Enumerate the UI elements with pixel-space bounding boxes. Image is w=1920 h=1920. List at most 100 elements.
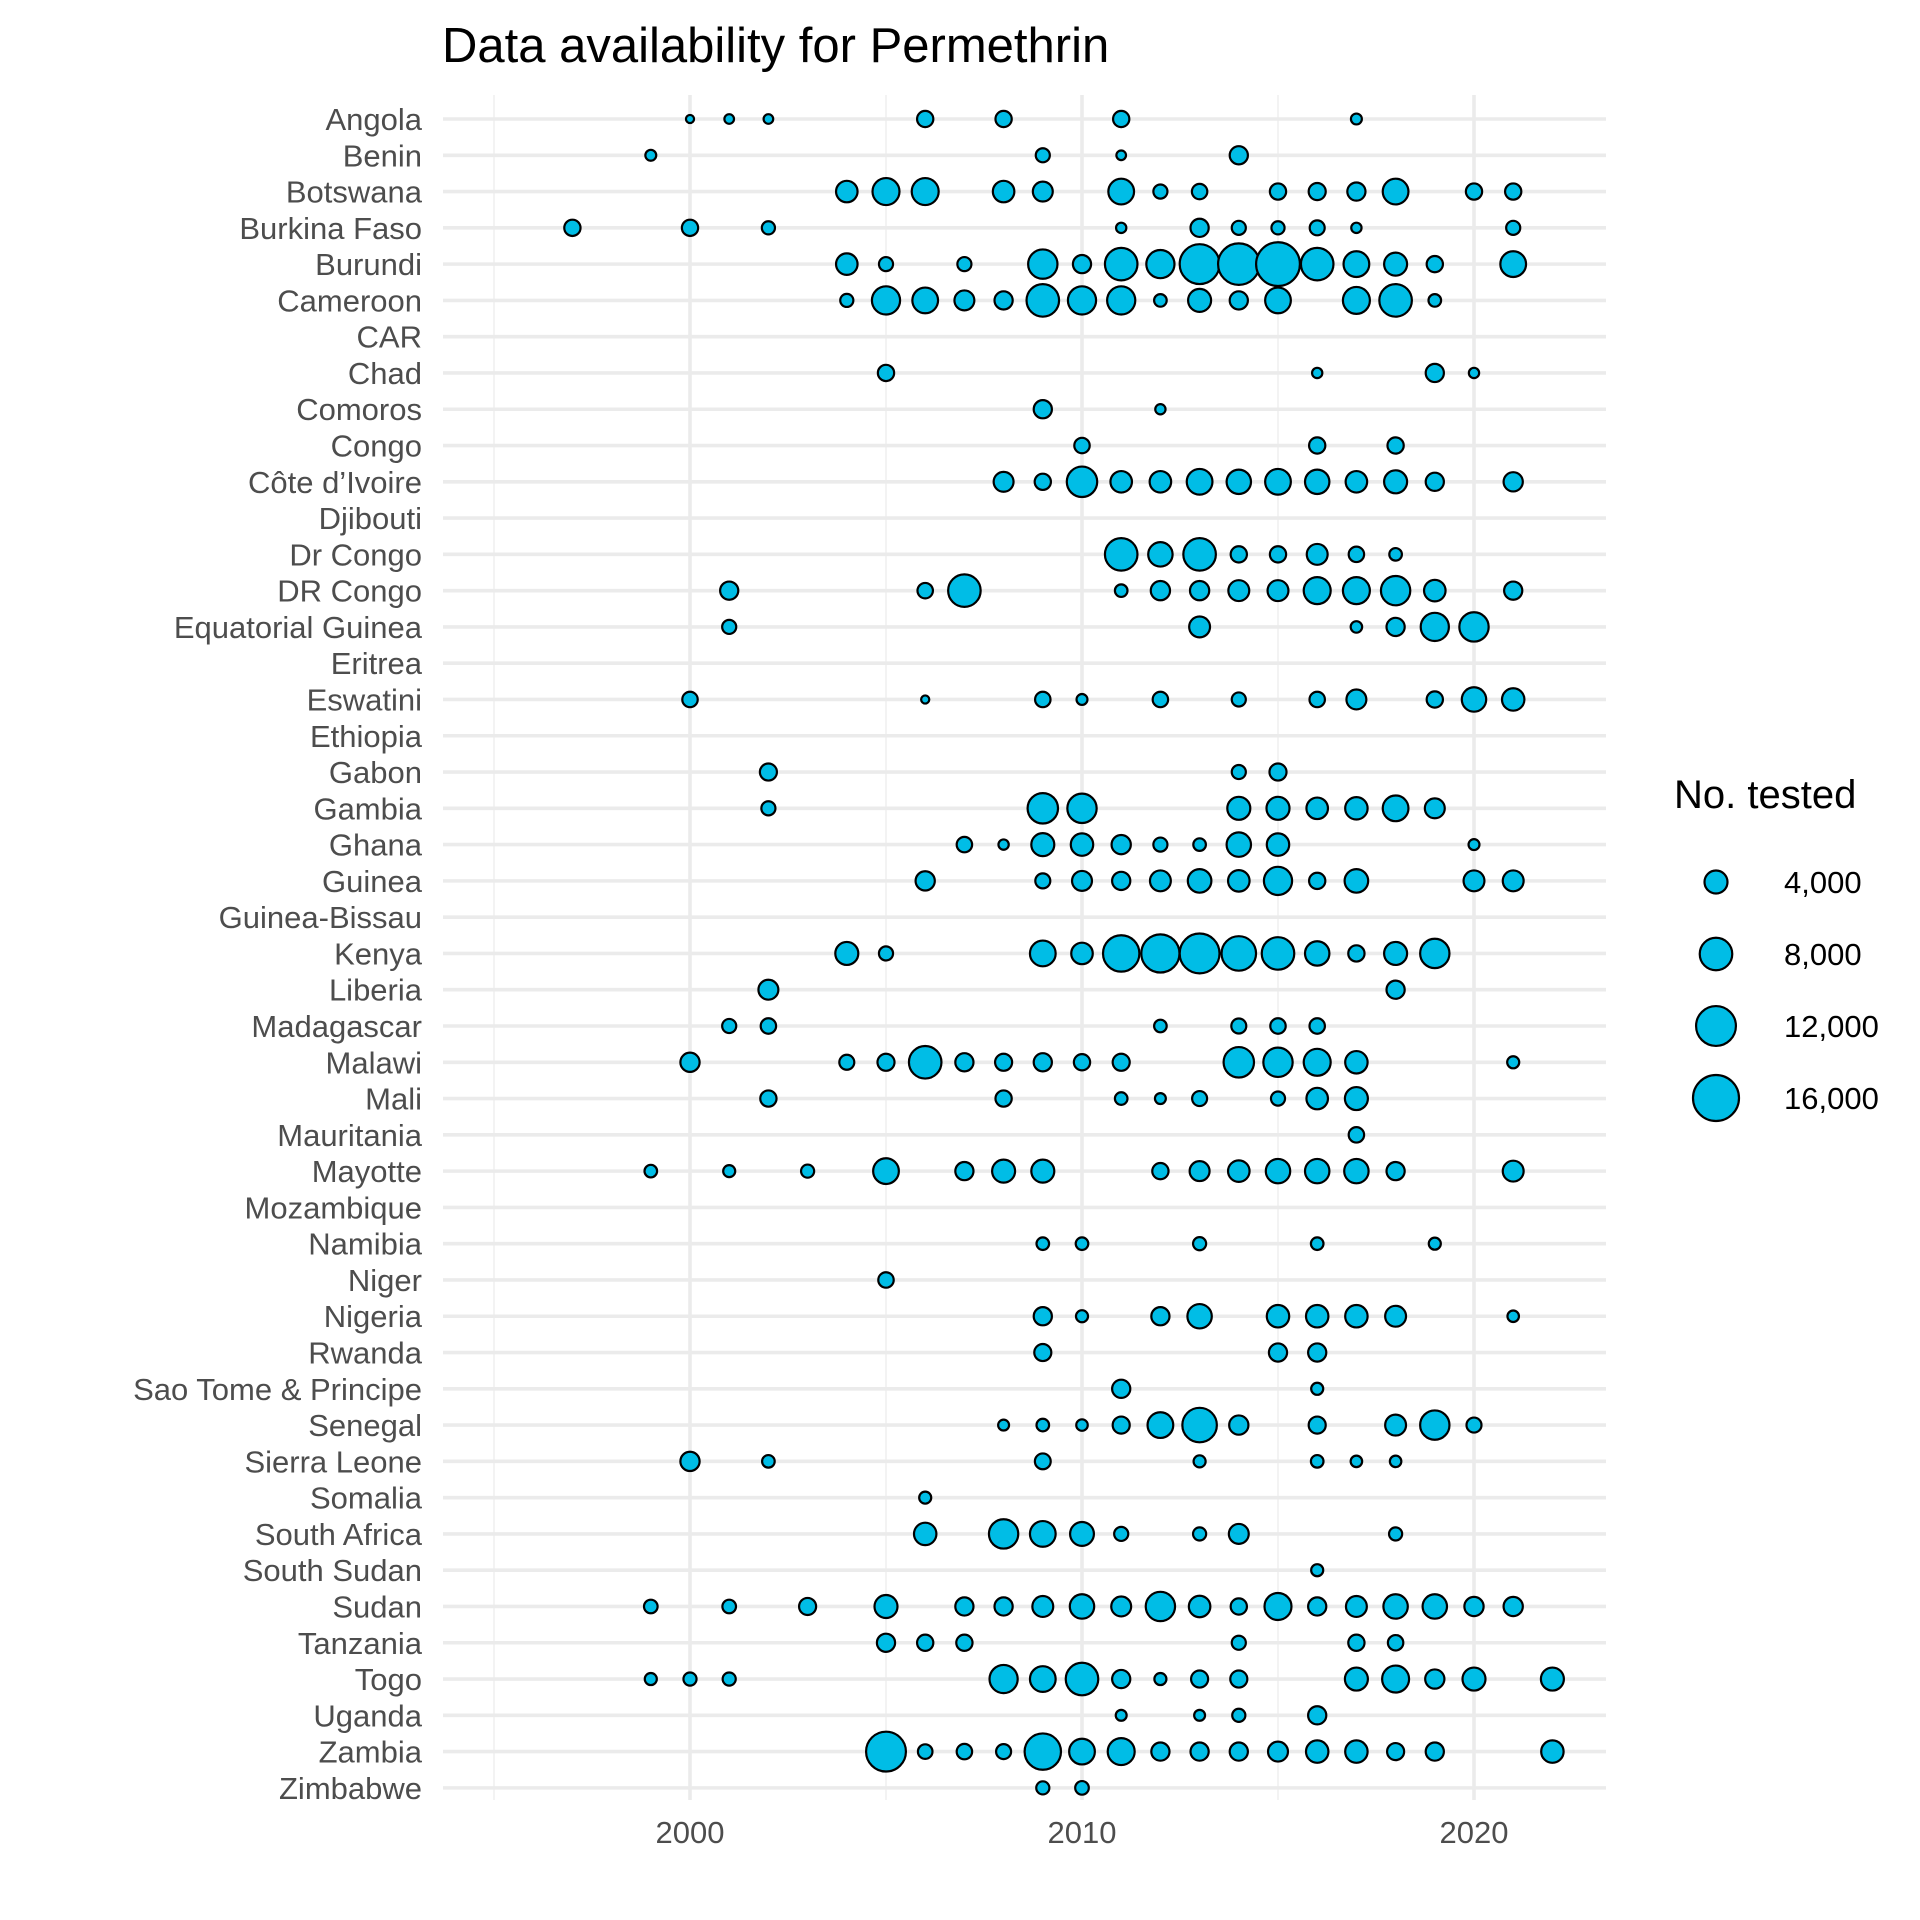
data-point xyxy=(1427,293,1443,308)
y-tick-label: Sierra Leone xyxy=(244,1444,422,1479)
data-point xyxy=(1262,1046,1294,1079)
data-point xyxy=(1308,219,1326,237)
data-point xyxy=(1032,1306,1053,1327)
y-tick-label: Sao Tome & Principe xyxy=(133,1372,422,1407)
data-point xyxy=(1188,1160,1211,1183)
data-point xyxy=(1111,1378,1132,1399)
data-point xyxy=(990,1158,1017,1184)
chart-title: Data availability for Permethrin xyxy=(442,19,1109,73)
data-point xyxy=(1270,220,1286,236)
data-point xyxy=(1186,867,1213,894)
data-point xyxy=(1066,792,1098,825)
data-point xyxy=(987,1518,1020,1550)
data-point xyxy=(1035,1417,1051,1433)
data-point xyxy=(1226,795,1252,821)
data-point xyxy=(1225,468,1253,496)
data-point xyxy=(1305,1086,1330,1111)
data-point xyxy=(993,290,1014,311)
y-tick-label: Mali xyxy=(365,1082,422,1117)
data-point xyxy=(1151,1161,1170,1181)
y-tick-label: Zambia xyxy=(319,1735,423,1770)
data-point xyxy=(1148,469,1173,494)
data-point xyxy=(1027,248,1059,280)
data-point xyxy=(563,218,582,238)
data-point xyxy=(1191,1236,1208,1252)
data-point xyxy=(877,945,895,962)
y-tick-label: Zimbabwe xyxy=(279,1771,422,1806)
data-point xyxy=(1347,545,1366,564)
legend-key xyxy=(1691,1073,1741,1123)
data-point xyxy=(1229,545,1249,564)
data-point xyxy=(1182,536,1217,572)
data-point xyxy=(721,1017,738,1035)
data-point xyxy=(1467,838,1481,852)
data-point xyxy=(1501,1159,1525,1183)
data-point xyxy=(1111,109,1131,129)
data-point xyxy=(1186,287,1213,313)
data-point xyxy=(915,1633,935,1652)
data-point xyxy=(1462,869,1486,893)
data-point xyxy=(1229,1597,1249,1616)
y-tick-label: Rwanda xyxy=(308,1336,422,1371)
data-point xyxy=(915,109,935,129)
data-point xyxy=(910,176,940,207)
data-point xyxy=(834,179,859,204)
data-point xyxy=(1153,293,1168,308)
data-point xyxy=(916,1743,934,1760)
data-point xyxy=(1073,436,1091,455)
data-point xyxy=(1343,1157,1370,1185)
data-point xyxy=(956,255,973,273)
data-point xyxy=(644,148,658,162)
data-point xyxy=(1424,1741,1445,1762)
data-point xyxy=(1187,1594,1212,1619)
data-point xyxy=(1265,795,1291,821)
data-point xyxy=(1303,468,1331,496)
data-point xyxy=(912,1521,938,1547)
data-point xyxy=(1070,869,1094,892)
data-point xyxy=(1145,248,1176,280)
data-point xyxy=(1341,576,1371,606)
data-point xyxy=(1181,1406,1218,1444)
data-point xyxy=(1153,1018,1168,1034)
data-point xyxy=(1152,836,1169,853)
data-point xyxy=(953,289,976,312)
data-point xyxy=(1264,1157,1292,1185)
data-point xyxy=(1064,1661,1100,1697)
y-tick-label: Mozambique xyxy=(245,1190,422,1225)
data-point xyxy=(1028,939,1057,968)
y-tick-label: Benin xyxy=(343,138,422,173)
data-point xyxy=(1114,1708,1128,1722)
data-point xyxy=(873,1593,899,1620)
data-point xyxy=(1303,1157,1331,1185)
data-point xyxy=(871,176,901,207)
data-point xyxy=(1425,254,1445,274)
data-point xyxy=(1310,1381,1325,1396)
legend-key xyxy=(1694,1004,1738,1048)
data-point xyxy=(1192,1454,1207,1469)
data-point xyxy=(679,1450,701,1473)
data-point xyxy=(1424,362,1445,384)
y-tick-label: South Africa xyxy=(255,1517,423,1552)
y-tick-label: Burkina Faso xyxy=(239,211,422,246)
data-point xyxy=(947,573,982,609)
data-point xyxy=(1347,1633,1366,1652)
data-point xyxy=(1424,471,1445,492)
data-point xyxy=(1035,1236,1051,1252)
y-tick-label: Namibia xyxy=(308,1227,422,1262)
data-point xyxy=(1385,1160,1406,1182)
data-point xyxy=(864,1730,908,1773)
data-point xyxy=(1263,1591,1293,1622)
data-point xyxy=(1419,1409,1451,1441)
data-point xyxy=(994,109,1013,129)
data-point xyxy=(1103,536,1139,572)
data-point xyxy=(1023,1732,1063,1771)
y-tick-label: Nigeria xyxy=(324,1299,423,1334)
data-point xyxy=(1230,1634,1247,1651)
data-point xyxy=(1385,1741,1406,1762)
data-point xyxy=(1034,872,1052,890)
data-point xyxy=(1343,1666,1370,1692)
data-point xyxy=(834,940,860,967)
data-point xyxy=(1342,250,1371,279)
y-tick-label: Eswatini xyxy=(307,682,422,717)
data-point xyxy=(758,762,779,782)
